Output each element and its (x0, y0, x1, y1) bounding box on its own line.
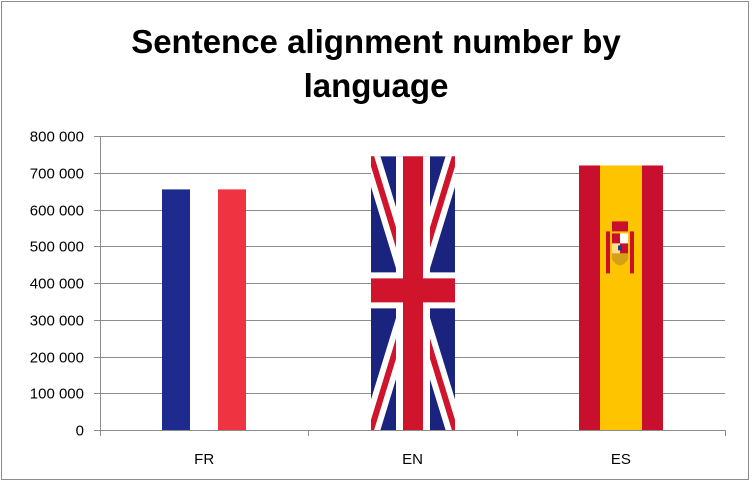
flag-fr-blue (162, 189, 190, 430)
arms-pillar (606, 231, 610, 274)
bar-fr (162, 189, 246, 430)
x-tick-label-fr: FR (194, 451, 214, 468)
y-tick-label-1: 100 000 (30, 386, 84, 403)
y-tick-label-6: 600 000 (30, 203, 84, 220)
flag-fr-red (218, 189, 246, 430)
flag-fr-white (190, 189, 218, 430)
x-tick-label-es: ES (611, 451, 631, 468)
arms-quarter (620, 233, 628, 244)
x-tick-label-en: EN (402, 451, 423, 468)
y-tick-label-0: 0 (76, 423, 84, 440)
arms-base (612, 253, 628, 266)
chart-title: Sentence alignment number by language (0, 20, 752, 108)
flag-uk-cross-red-h (371, 278, 455, 303)
flag-es-yellow (600, 165, 642, 430)
chart-title-line-1: Sentence alignment number by (131, 23, 621, 60)
bar-es (579, 165, 663, 430)
arms-pillar (630, 231, 634, 274)
y-tick-label-3: 300 000 (30, 313, 84, 330)
bar-en (371, 156, 455, 430)
arms-crown (612, 221, 628, 232)
arms-quarter (612, 243, 620, 254)
y-tick-label-8: 800 000 (30, 129, 84, 146)
chart-title-line-2: language (303, 67, 449, 104)
y-tick-label-4: 400 000 (30, 276, 84, 293)
y-tick-label-2: 200 000 (30, 350, 84, 367)
flag-es-red (579, 165, 600, 430)
y-tick-label-7: 700 000 (30, 166, 84, 183)
arms-quarter (620, 243, 628, 254)
arms-center (618, 245, 622, 251)
flag-es-coat-of-arms-icon (606, 221, 634, 274)
arms-quarter (612, 233, 620, 244)
y-tick-label-5: 500 000 (30, 239, 84, 256)
flag-es-red (642, 165, 663, 430)
